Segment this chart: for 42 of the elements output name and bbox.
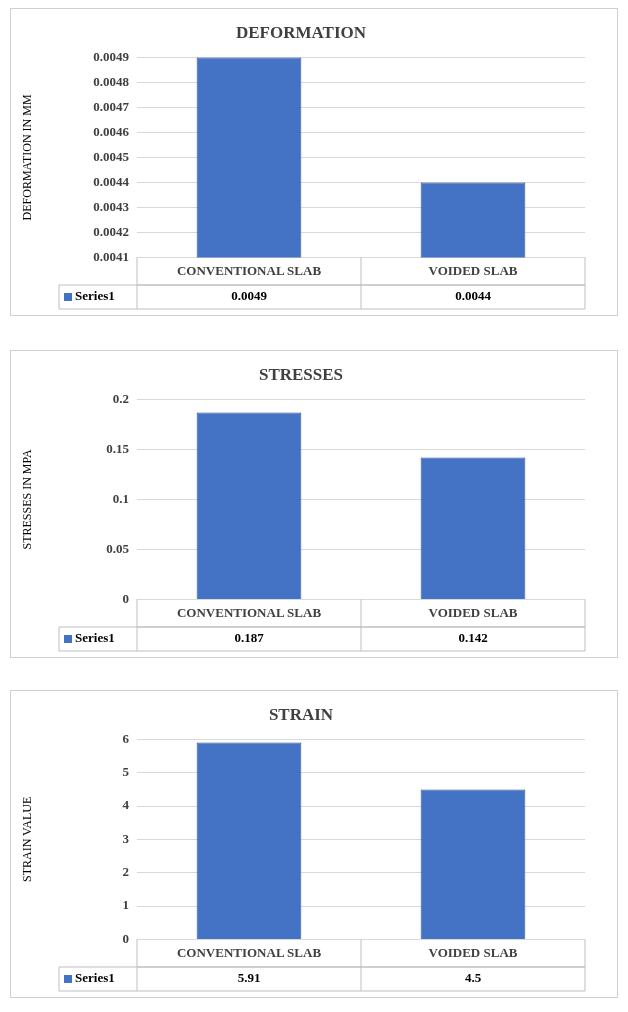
y-tick-label: 0.1 [112, 490, 129, 506]
y-tick-label: 0.0044 [93, 173, 130, 189]
y-tick-label: 0.0042 [93, 223, 129, 239]
y-tick-label: 0.0048 [93, 73, 130, 89]
data-label: 0.0044 [455, 288, 492, 304]
data-label: 0.142 [458, 630, 488, 646]
y-axis-title: STRAIN VALUE [20, 796, 35, 883]
y-axis-title: STRESSES IN MPA [20, 448, 35, 550]
y-tick-label: 0.0043 [93, 198, 130, 214]
y-tick-label: 2 [122, 864, 129, 880]
legend-label: Series1 [75, 288, 115, 304]
chart-title: STRAIN [268, 704, 334, 724]
y-tick-label: 0.0046 [93, 123, 130, 139]
y-tick-label: 0.0041 [93, 248, 129, 264]
x-tick-label: CONVENTIONAL SLAB [176, 604, 322, 620]
y-tick-label: 1 [122, 897, 129, 913]
y-tick-label: 4 [122, 797, 130, 813]
data-label: 0.187 [234, 630, 265, 646]
legend-label: Series1 [75, 630, 115, 646]
y-tick-label: 6 [122, 730, 130, 746]
data-label: 4.5 [464, 970, 482, 986]
y-tick-label: 0.05 [106, 540, 130, 556]
chart-title: DEFORMATION [235, 22, 367, 42]
data-label: 5.91 [237, 970, 261, 986]
y-tick-label: 0.0049 [93, 48, 130, 64]
x-tick-label: VOIDED SLAB [428, 944, 518, 960]
y-tick-label: 0.0047 [93, 98, 130, 114]
x-tick-label: CONVENTIONAL SLAB [176, 944, 322, 960]
x-tick-label: VOIDED SLAB [428, 604, 518, 620]
y-tick-label: 3 [122, 830, 130, 846]
y-tick-label: 0.0045 [93, 148, 130, 164]
x-tick-label: CONVENTIONAL SLAB [176, 262, 322, 278]
y-tick-label: 5 [122, 764, 130, 780]
chart-title: STRESSES [258, 364, 344, 384]
y-axis-title: DEFORMATION IN MM [20, 94, 35, 221]
y-tick-label: 0.15 [106, 440, 130, 456]
x-tick-label: VOIDED SLAB [428, 262, 518, 278]
data-label: 0.0049 [231, 288, 268, 304]
y-tick-label: 0 [122, 590, 129, 606]
legend-label: Series1 [75, 970, 115, 986]
y-tick-label: 0.2 [112, 390, 129, 406]
y-tick-label: 0 [122, 930, 129, 946]
